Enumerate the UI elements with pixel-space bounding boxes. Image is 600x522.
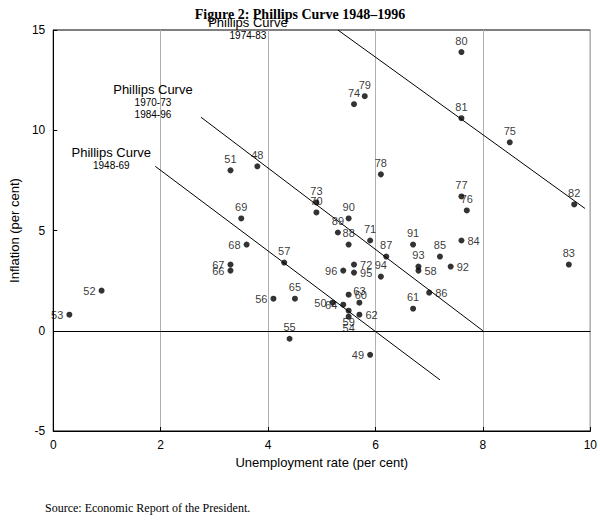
svg-text:68: 68 bbox=[228, 239, 240, 251]
svg-text:1984-96: 1984-96 bbox=[135, 109, 172, 120]
svg-text:72: 72 bbox=[360, 258, 373, 271]
svg-text:67: 67 bbox=[212, 259, 224, 271]
svg-text:77: 77 bbox=[455, 179, 467, 191]
svg-text:75: 75 bbox=[504, 125, 516, 137]
svg-text:48: 48 bbox=[251, 149, 263, 161]
svg-text:1974-83: 1974-83 bbox=[230, 30, 267, 41]
svg-text:78: 78 bbox=[375, 157, 387, 169]
svg-text:95: 95 bbox=[360, 267, 372, 279]
svg-text:Phillips Curve: Phillips Curve bbox=[113, 82, 192, 97]
svg-text:Phillips Curve: Phillips Curve bbox=[72, 145, 151, 160]
svg-text:80: 80 bbox=[455, 35, 467, 47]
svg-text:10: 10 bbox=[584, 438, 598, 452]
svg-text:85: 85 bbox=[434, 239, 446, 251]
svg-text:49: 49 bbox=[352, 349, 364, 361]
svg-text:10: 10 bbox=[32, 123, 46, 137]
svg-text:56: 56 bbox=[255, 293, 267, 305]
svg-text:Unemployment rate (per cent): Unemployment rate (per cent) bbox=[235, 455, 408, 470]
svg-text:87: 87 bbox=[380, 239, 392, 251]
svg-text:57: 57 bbox=[278, 245, 290, 257]
svg-text:0: 0 bbox=[50, 438, 57, 452]
svg-text:Source: Economic Report of the: Source: Economic Report of the President… bbox=[45, 501, 250, 515]
svg-text:70: 70 bbox=[310, 195, 323, 207]
svg-text:5: 5 bbox=[39, 224, 46, 238]
svg-text:62: 62 bbox=[365, 309, 377, 321]
svg-text:74: 74 bbox=[347, 86, 361, 99]
svg-text:50: 50 bbox=[314, 296, 327, 309]
svg-text:79: 79 bbox=[359, 79, 371, 91]
svg-text:59: 59 bbox=[343, 316, 355, 328]
svg-text:64: 64 bbox=[325, 299, 337, 311]
svg-text:83: 83 bbox=[563, 247, 575, 259]
svg-text:90: 90 bbox=[343, 201, 355, 213]
svg-text:63: 63 bbox=[353, 285, 365, 297]
svg-text:-5: -5 bbox=[35, 424, 46, 438]
svg-text:55: 55 bbox=[283, 321, 296, 334]
svg-text:92: 92 bbox=[457, 261, 469, 273]
svg-text:2: 2 bbox=[157, 438, 164, 452]
svg-text:54: 54 bbox=[342, 322, 355, 335]
svg-text:96: 96 bbox=[325, 265, 337, 277]
svg-text:52: 52 bbox=[83, 285, 95, 297]
svg-text:94: 94 bbox=[375, 259, 387, 271]
svg-text:66: 66 bbox=[212, 264, 225, 277]
svg-text:82: 82 bbox=[568, 187, 580, 199]
svg-text:8: 8 bbox=[480, 438, 487, 452]
svg-text:65: 65 bbox=[289, 281, 301, 293]
svg-text:4: 4 bbox=[265, 438, 272, 452]
svg-text:0: 0 bbox=[39, 324, 46, 338]
svg-text:86: 86 bbox=[435, 287, 447, 299]
svg-text:73: 73 bbox=[310, 185, 322, 197]
svg-text:69: 69 bbox=[235, 201, 247, 213]
svg-text:6: 6 bbox=[372, 438, 379, 452]
svg-text:71: 71 bbox=[364, 223, 376, 235]
svg-text:51: 51 bbox=[224, 153, 236, 165]
svg-text:53: 53 bbox=[51, 309, 63, 321]
svg-text:1970-73: 1970-73 bbox=[135, 97, 172, 108]
svg-text:81: 81 bbox=[455, 101, 467, 113]
svg-text:61: 61 bbox=[407, 291, 419, 303]
svg-text:58: 58 bbox=[424, 265, 436, 277]
svg-text:Figure 2: Phillips Curve 1948–: Figure 2: Phillips Curve 1948–1996 bbox=[195, 7, 406, 22]
svg-text:84: 84 bbox=[467, 235, 479, 247]
svg-text:89: 89 bbox=[332, 215, 344, 227]
svg-text:Inflation (per cent): Inflation (per cent) bbox=[7, 178, 22, 283]
svg-text:76: 76 bbox=[461, 193, 473, 205]
svg-text:93: 93 bbox=[412, 249, 424, 261]
svg-text:88: 88 bbox=[343, 227, 355, 239]
svg-text:91: 91 bbox=[407, 227, 419, 239]
svg-text:15: 15 bbox=[32, 23, 46, 37]
svg-text:1948-69: 1948-69 bbox=[93, 160, 130, 171]
